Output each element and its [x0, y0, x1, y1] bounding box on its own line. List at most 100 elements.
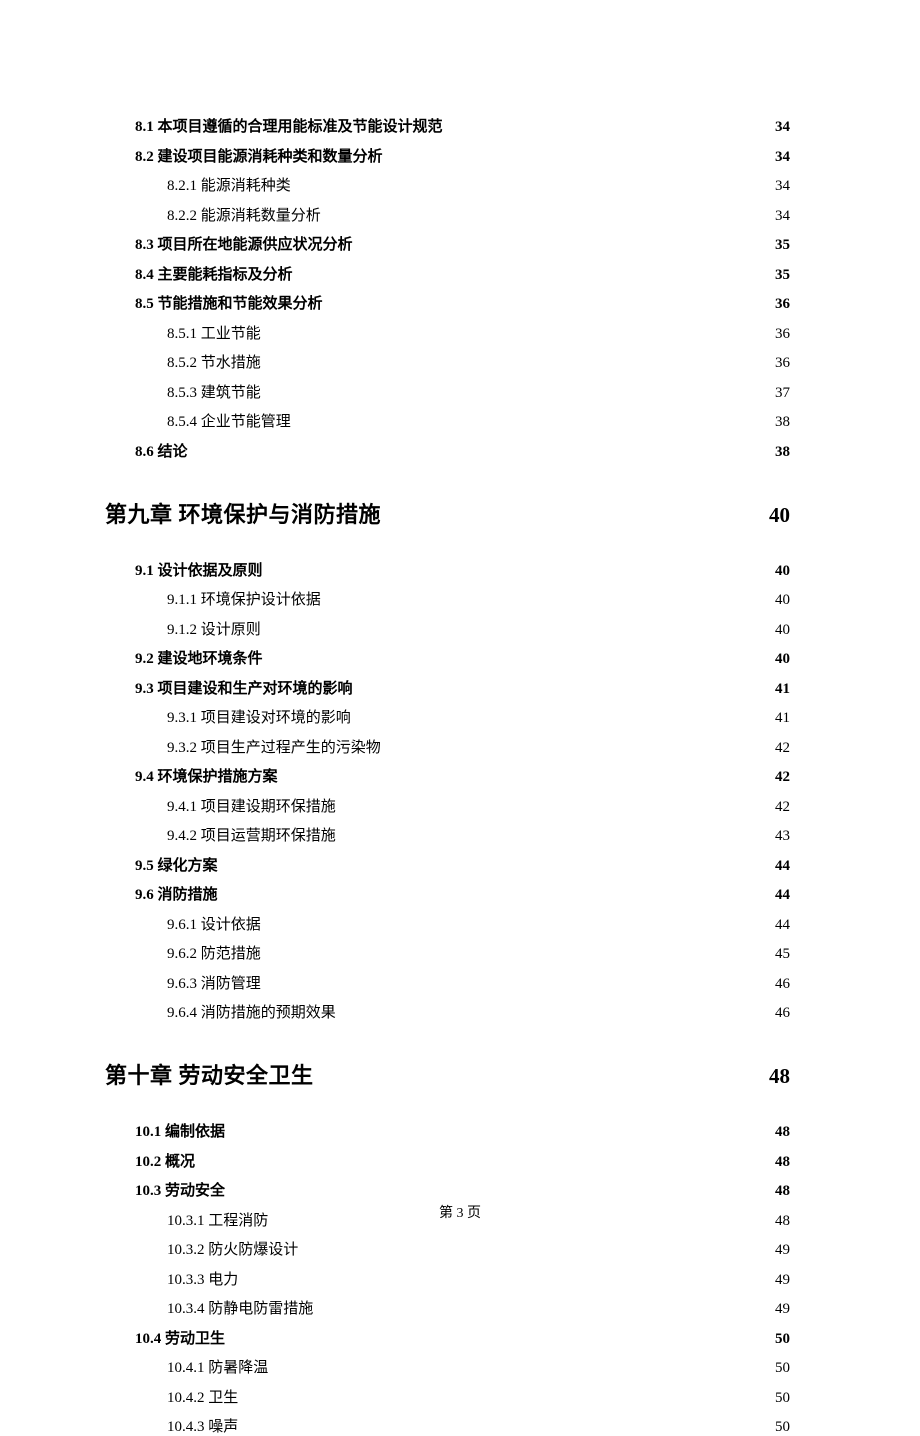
- toc-entry: 8.1 本项目遵循的合理用能标准及节能设计规范 34: [135, 115, 790, 136]
- toc-entry-label: 8.5.1 工业节能: [167, 322, 261, 343]
- toc-entry-page: 40: [765, 503, 790, 528]
- toc-entry: 9.3 项目建设和生产对环境的影响 41: [135, 677, 790, 698]
- toc-entry-label: 9.4 环境保护措施方案: [135, 765, 278, 786]
- toc-entry-label: 10.3 劳动安全: [135, 1179, 225, 1200]
- toc-entry: 8.5.4 企业节能管理 38: [167, 410, 790, 431]
- toc-entry: 8.5.2 节水措施 36: [167, 351, 790, 372]
- toc-entry: 8.2.1 能源消耗种类34: [167, 174, 790, 195]
- toc-entry: 8.5.1 工业节能 36: [167, 322, 790, 343]
- toc-entry-page: 36: [773, 355, 790, 372]
- toc-entry-page: 48: [765, 1064, 790, 1089]
- toc-entry-page: 34: [772, 119, 790, 136]
- toc-entry-page: 50: [773, 1419, 790, 1436]
- toc-entry: 9.2 建设地环境条件 40: [135, 647, 790, 668]
- toc-entry-page: 50: [773, 1360, 790, 1377]
- toc-entry-page: 35: [772, 267, 790, 284]
- toc-entry: 10.4.2 卫生 50: [167, 1386, 790, 1407]
- toc-entry-page: 35: [772, 237, 790, 254]
- toc-entry-label: 9.1.2 设计原则: [167, 618, 261, 639]
- toc-entry: 10.3.4 防静电防雷措施 49: [167, 1297, 790, 1318]
- toc-entry-label: 8.5.4 企业节能管理: [167, 410, 291, 431]
- toc-entry-label: 8.2.2 能源消耗数量分析: [167, 204, 321, 225]
- toc-entry-label: 8.2 建设项目能源消耗种类和数量分析: [135, 145, 383, 166]
- toc-entry-page: 45: [773, 946, 790, 963]
- toc-entry-page: 38: [773, 414, 790, 431]
- toc-entry-label: 9.3.1 项目建设对环境的影响: [167, 706, 351, 727]
- toc-entry: 9.5 绿化方案 44: [135, 854, 790, 875]
- toc-entry-page: 36: [772, 296, 790, 313]
- toc-entry: 10.2 概况 48: [135, 1150, 790, 1171]
- toc-entry: 9.6.1 设计依据 44: [167, 913, 790, 934]
- toc-entry-page: 40: [772, 651, 790, 668]
- toc-entry-page: 49: [773, 1301, 790, 1318]
- toc-entry-label: 8.6 结论: [135, 440, 188, 461]
- toc-entry: 9.4.1 项目建设期环保措施 42: [167, 795, 790, 816]
- toc-entry-label: 8.5.2 节水措施: [167, 351, 261, 372]
- toc-entry-page: 36: [773, 326, 790, 343]
- toc-entry-label: 10.3.4 防静电防雷措施: [167, 1297, 313, 1318]
- toc-entry-label: 9.3 项目建设和生产对环境的影响: [135, 677, 353, 698]
- toc-entry-page: 42: [772, 769, 790, 786]
- toc-entry: 第九章 环境保护与消防措施 40: [105, 497, 790, 529]
- toc-entry-label: 9.3.2 项目生产过程产生的污染物: [167, 736, 381, 757]
- toc-entry: 9.1 设计依据及原则 40: [135, 559, 790, 580]
- toc-entry: 8.2.2 能源消耗数量分析 34: [167, 204, 790, 225]
- toc-entry-page: 41: [772, 681, 790, 698]
- toc-entry-label: 9.6.4 消防措施的预期效果: [167, 1001, 336, 1022]
- toc-entry: 9.4.2 项目运营期环保措施 43: [167, 824, 790, 845]
- toc-entry-label: 9.6.3 消防管理: [167, 972, 261, 993]
- toc-entry: 9.3.2 项目生产过程产生的污染物42: [167, 736, 790, 757]
- toc-entry-page: 50: [772, 1331, 790, 1348]
- toc-entry: 9.3.1 项目建设对环境的影响 41: [167, 706, 790, 727]
- toc-entry-page: 49: [773, 1242, 790, 1259]
- toc-entry-label: 10.3.2 防火防爆设计: [167, 1238, 298, 1259]
- toc-entry-label: 10.3.3 电力: [167, 1268, 238, 1289]
- toc-entry-label: 8.3 项目所在地能源供应状况分析: [135, 233, 353, 254]
- toc-entry-label: 8.1 本项目遵循的合理用能标准及节能设计规范: [135, 115, 443, 136]
- toc-entry: 8.5.3 建筑节能 37: [167, 381, 790, 402]
- toc-entry-label: 9.6.2 防范措施: [167, 942, 261, 963]
- toc-entry: 8.5 节能措施和节能效果分析 36: [135, 292, 790, 313]
- toc-entry-page: 48: [772, 1154, 790, 1171]
- toc-entry: 8.3 项目所在地能源供应状况分析 35: [135, 233, 790, 254]
- toc-entry: 9.1.1 环境保护设计依据 40: [167, 588, 790, 609]
- toc-entry-page: 40: [773, 622, 790, 639]
- toc-entry: 10.4.1 防暑降温 50: [167, 1356, 790, 1377]
- toc-entry-label: 10.4.3 噪声: [167, 1415, 238, 1436]
- toc-entry-page: 41: [773, 710, 790, 727]
- toc-entry: 9.1.2 设计原则 40: [167, 618, 790, 639]
- toc-entry-page: 48: [772, 1124, 790, 1141]
- toc-entry: 10.1 编制依据 48: [135, 1120, 790, 1141]
- toc-entry-label: 10.4.2 卫生: [167, 1386, 238, 1407]
- toc-entry-label: 9.6.1 设计依据: [167, 913, 261, 934]
- toc-entry-label: 9.1.1 环境保护设计依据: [167, 588, 321, 609]
- toc-entry-page: 46: [773, 976, 790, 993]
- toc-entry-label: 9.2 建设地环境条件: [135, 647, 263, 668]
- toc-entry-page: 44: [772, 887, 790, 904]
- toc-entry: 9.6.3 消防管理 46: [167, 972, 790, 993]
- toc-entry-label: 9.5 绿化方案: [135, 854, 218, 875]
- toc-entry-label: 8.4 主要能耗指标及分析: [135, 263, 293, 284]
- toc-entry-label: 10.2 概况: [135, 1150, 195, 1171]
- toc-entry-label: 9.4.1 项目建设期环保措施: [167, 795, 336, 816]
- toc-entry-page: 38: [772, 444, 790, 461]
- toc-entry: 10.3.3 电力49: [167, 1268, 790, 1289]
- toc-entry-page: 48: [772, 1183, 790, 1200]
- toc-entry: 9.6.2 防范措施 45: [167, 942, 790, 963]
- toc-entry-page: 44: [773, 917, 790, 934]
- page-footer: 第 3 页: [0, 1202, 920, 1222]
- toc-entry: 9.4 环境保护措施方案 42: [135, 765, 790, 786]
- toc-entry-label: 8.5.3 建筑节能: [167, 381, 261, 402]
- toc-entry-page: 40: [773, 592, 790, 609]
- toc-entry-page: 42: [773, 799, 790, 816]
- toc-entry-page: 34: [773, 208, 790, 225]
- toc-entry: 9.6.4 消防措施的预期效果46: [167, 1001, 790, 1022]
- toc-entry-page: 40: [772, 563, 790, 580]
- toc-entry-page: 50: [773, 1390, 790, 1407]
- toc-entry-label: 10.4.1 防暑降温: [167, 1356, 268, 1377]
- toc-entry-label: 9.4.2 项目运营期环保措施: [167, 824, 336, 845]
- toc-entry-page: 37: [773, 385, 790, 402]
- toc-entry-page: 34: [773, 178, 790, 195]
- toc-entry-page: 43: [773, 828, 790, 845]
- toc-entry-label: 第九章 环境保护与消防措施: [105, 497, 381, 529]
